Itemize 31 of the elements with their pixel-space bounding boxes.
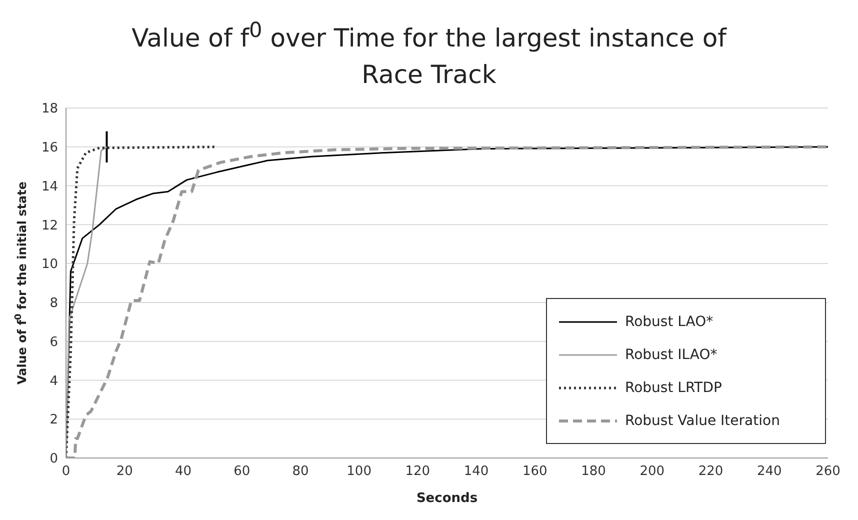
y-tick-label: 14	[41, 179, 58, 194]
y-tick-label: 4	[50, 374, 58, 389]
chart-title: Value of f$^{0}$ over Time for the largest instance of Race Track	[130, 17, 728, 92]
line-series	[66, 146, 217, 458]
y-tick-label: 2	[50, 412, 58, 428]
y-tick-label: 18	[41, 102, 58, 117]
x-tick-label: 0	[62, 464, 70, 480]
legend-label: Robust LAO*	[625, 314, 714, 330]
legend-label: Robust LRTDP	[625, 380, 722, 396]
x-tick-label: 140	[464, 464, 489, 480]
x-axis-title: Seconds	[416, 491, 478, 506]
y-tick-label: 0	[50, 452, 58, 467]
y-tick-label: 10	[41, 257, 58, 272]
x-tick-label: 20	[116, 464, 133, 480]
y-tick-label: 12	[41, 218, 58, 234]
y-tick-label: 16	[41, 140, 58, 156]
x-tick-label: 80	[292, 464, 309, 480]
x-tick-label: 220	[698, 464, 724, 480]
y-tick-label: 6	[50, 334, 58, 350]
legend-label: Robust Value Iteration	[625, 412, 780, 428]
x-tick-label: 260	[816, 464, 840, 480]
x-tick-label: 240	[756, 464, 782, 480]
x-tick-label: 100	[346, 464, 372, 480]
legend-label: Robust ILAO*	[625, 346, 718, 362]
x-tick-label: 180	[581, 464, 606, 480]
y-tick-label: 8	[50, 296, 58, 312]
x-tick-label: 160	[522, 464, 548, 480]
x-tick-label: 40	[174, 464, 192, 480]
x-tick-label: 120	[405, 464, 430, 480]
x-tick-label: 60	[234, 464, 250, 480]
x-tick-label: 200	[640, 464, 665, 480]
